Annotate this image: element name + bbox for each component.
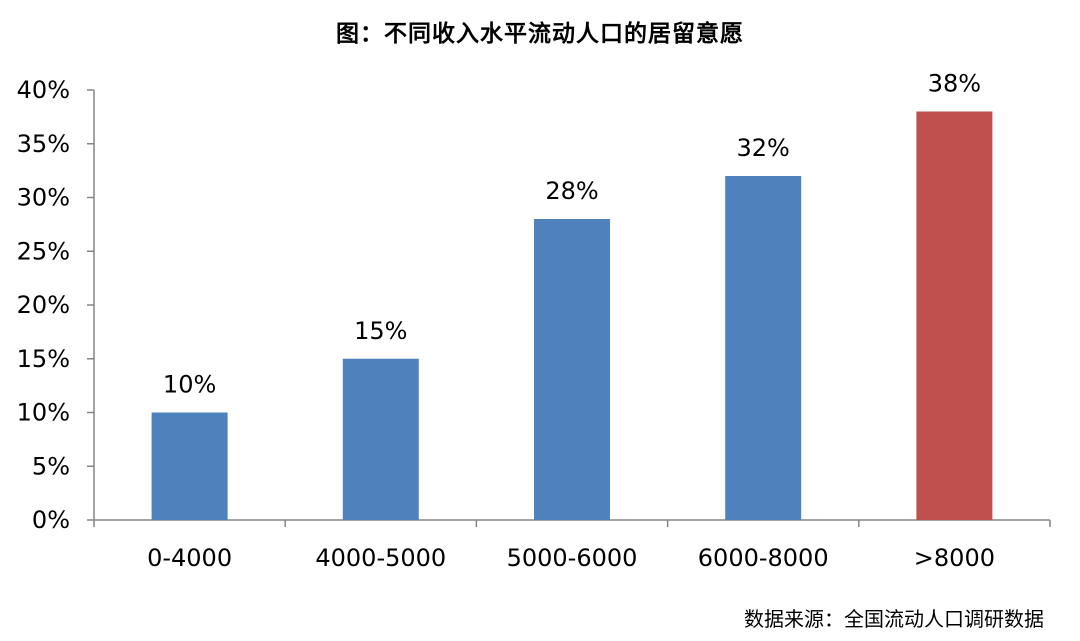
bar-0 bbox=[151, 412, 228, 520]
y-tick-label: 10% bbox=[17, 399, 70, 427]
data-label: 38% bbox=[928, 70, 981, 98]
y-tick-label: 5% bbox=[32, 452, 70, 480]
data-label: 28% bbox=[545, 177, 598, 205]
bar-2 bbox=[534, 219, 610, 520]
data-label: 15% bbox=[354, 317, 407, 345]
x-tick-label: 5000-6000 bbox=[507, 544, 638, 572]
bars bbox=[151, 111, 993, 520]
x-tick-label: 4000-5000 bbox=[315, 544, 446, 572]
x-tick-label: 6000-8000 bbox=[698, 544, 829, 572]
chart-title: 图：不同收入水平流动人口的居留意愿 bbox=[336, 21, 744, 47]
y-tick-label: 0% bbox=[32, 506, 70, 534]
y-tick-label: 35% bbox=[17, 130, 70, 158]
bar-1 bbox=[342, 358, 419, 520]
y-tick-label: 25% bbox=[17, 237, 70, 265]
y-tick-label: 30% bbox=[17, 184, 70, 212]
source-note: 数据来源：全国流动人口调研数据 bbox=[744, 607, 1044, 631]
bar-4 bbox=[916, 111, 993, 520]
x-tick-label: 0-4000 bbox=[147, 544, 232, 572]
bar-3 bbox=[725, 176, 802, 520]
y-tick-label: 40% bbox=[17, 76, 70, 104]
y-tick-label: 20% bbox=[17, 291, 70, 319]
data-label: 10% bbox=[163, 371, 216, 399]
labels: 0% 5% 10% 15% 20% 25% 30% 35% 40% 10% 0-4000 15% 400… bbox=[17, 70, 995, 573]
data-label: 32% bbox=[737, 134, 790, 162]
x-tick-label: >8000 bbox=[914, 544, 995, 572]
y-tick-label: 15% bbox=[17, 345, 70, 373]
